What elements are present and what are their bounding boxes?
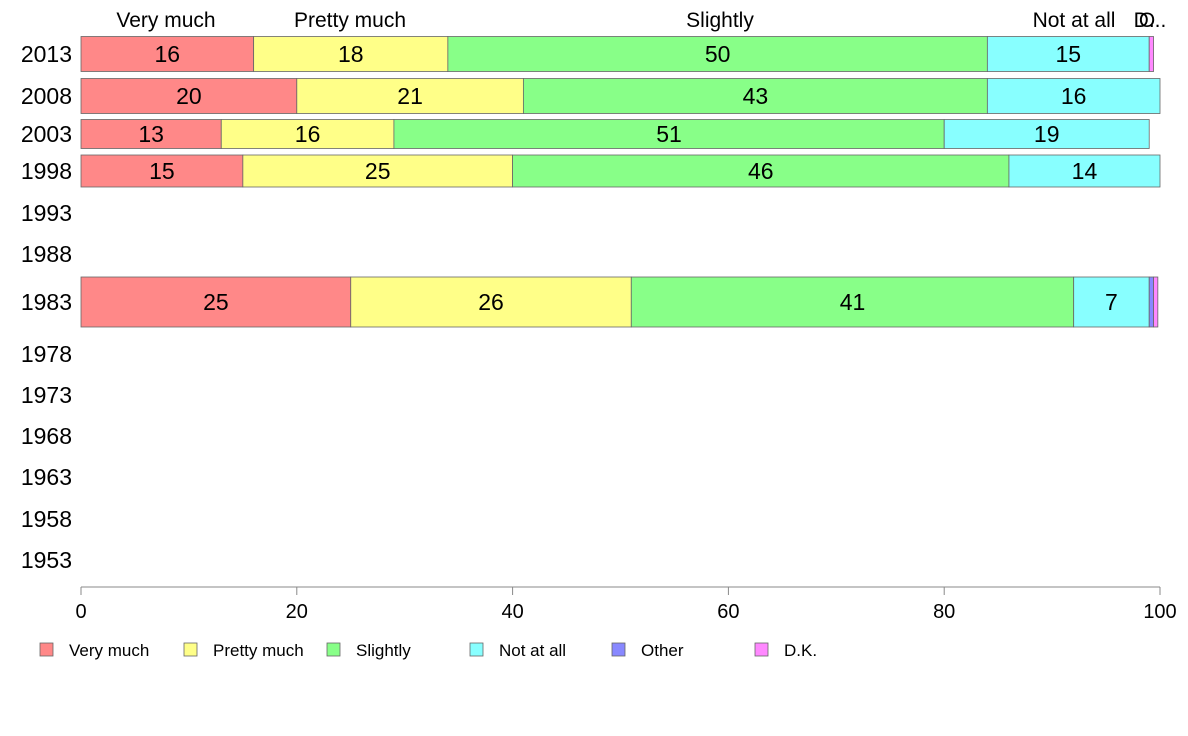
category-header-label: Pretty much	[294, 9, 406, 32]
data-label: 43	[743, 83, 769, 109]
legend-label: Very much	[69, 641, 149, 660]
legend-label: Pretty much	[213, 641, 304, 660]
bar-segment	[350, 276, 632, 328]
bar-segment	[522, 78, 988, 114]
data-label: 15	[1055, 41, 1081, 67]
y-tick-label: 2003	[21, 121, 72, 147]
bar-segment	[80, 78, 298, 114]
legend-label: Other	[641, 641, 684, 660]
bar-segment	[447, 36, 988, 72]
y-tick-label: 2013	[21, 41, 72, 67]
data-label: 21	[397, 83, 423, 109]
data-label: 50	[705, 41, 731, 67]
y-tick-label: 1983	[21, 289, 72, 315]
bar-segment	[80, 276, 352, 328]
data-label: 16	[295, 121, 321, 147]
bar-segment	[296, 78, 524, 114]
data-label: 20	[176, 83, 202, 109]
y-tick-label: 1973	[21, 382, 72, 408]
legend-swatch	[754, 642, 769, 657]
bar-segment	[1148, 276, 1154, 328]
x-tick-label: 20	[286, 601, 308, 623]
bar-segment	[242, 154, 514, 188]
data-label: 13	[138, 121, 164, 147]
bar-segment	[943, 119, 1150, 149]
x-tick-label: 80	[933, 601, 955, 623]
bar-segment	[80, 119, 222, 149]
data-label: 19	[1034, 121, 1060, 147]
data-label: 18	[338, 41, 364, 67]
y-tick-label: 1998	[21, 158, 72, 184]
data-label: 41	[840, 289, 866, 315]
data-label: 15	[149, 158, 175, 184]
y-tick-label: 1988	[21, 241, 72, 267]
bar-segment	[80, 154, 244, 188]
x-axis: 0 20 40 60 80 100	[75, 586, 1177, 623]
y-axis-labels: 2013 2008 2003 1998 1993 1988 1983 1978 1973 1968…	[21, 41, 72, 573]
x-tick-label: 60	[717, 601, 739, 623]
data-label: 16	[1061, 83, 1087, 109]
bar-segment	[1008, 154, 1161, 188]
data-label: 16	[155, 41, 181, 67]
legend-swatch	[611, 642, 626, 657]
data-label: 26	[478, 289, 504, 315]
bar-segment	[986, 78, 1161, 114]
category-header-labels: Very much Pretty much Slightly Not at all OD…	[116, 9, 1166, 32]
category-header-label: O	[1139, 9, 1155, 32]
legend-swatch	[326, 642, 341, 657]
bar-segment	[220, 119, 395, 149]
bar-segment	[1153, 276, 1159, 328]
y-tick-label: 1993	[21, 200, 72, 226]
x-tick-label: 40	[501, 601, 523, 623]
x-tick-label: 0	[75, 601, 86, 623]
bar-segment	[630, 276, 1075, 328]
bar-segment	[80, 36, 255, 72]
data-label: 14	[1072, 158, 1098, 184]
data-label: 51	[656, 121, 682, 147]
x-tick-label: 100	[1143, 601, 1176, 623]
y-tick-label: 1963	[21, 464, 72, 490]
legend-swatch	[183, 642, 198, 657]
bars-group: 16 18 50 15 20 21 43 16 13 16 51 19 15 25 46 14 25 26 41 7	[80, 36, 1161, 328]
y-tick-label: 1978	[21, 341, 72, 367]
data-label: 46	[748, 158, 774, 184]
data-label: 7	[1105, 289, 1118, 315]
bar-segment	[1148, 36, 1154, 72]
category-header-label: Very much	[116, 9, 215, 32]
bar-segment	[986, 36, 1150, 72]
y-tick-label: 2008	[21, 83, 72, 109]
legend: Very much Pretty much Slightly Not at all Ot…	[39, 641, 817, 660]
data-label: 25	[203, 289, 229, 315]
category-header-label: Slightly	[686, 9, 754, 32]
data-label: 25	[365, 158, 391, 184]
y-tick-label: 1958	[21, 506, 72, 532]
legend-label: D.K.	[784, 641, 817, 660]
legend-label: Slightly	[356, 641, 411, 660]
bar-segment	[253, 36, 449, 72]
bar-segment	[1073, 276, 1150, 328]
legend-swatch	[469, 642, 484, 657]
legend-label: Not at all	[499, 641, 566, 660]
category-header-label: Not at all	[1033, 9, 1116, 32]
y-tick-label: 1953	[21, 547, 72, 573]
legend-swatch	[39, 642, 54, 657]
y-tick-label: 1968	[21, 423, 72, 449]
category-header-label: D...	[1134, 9, 1167, 32]
